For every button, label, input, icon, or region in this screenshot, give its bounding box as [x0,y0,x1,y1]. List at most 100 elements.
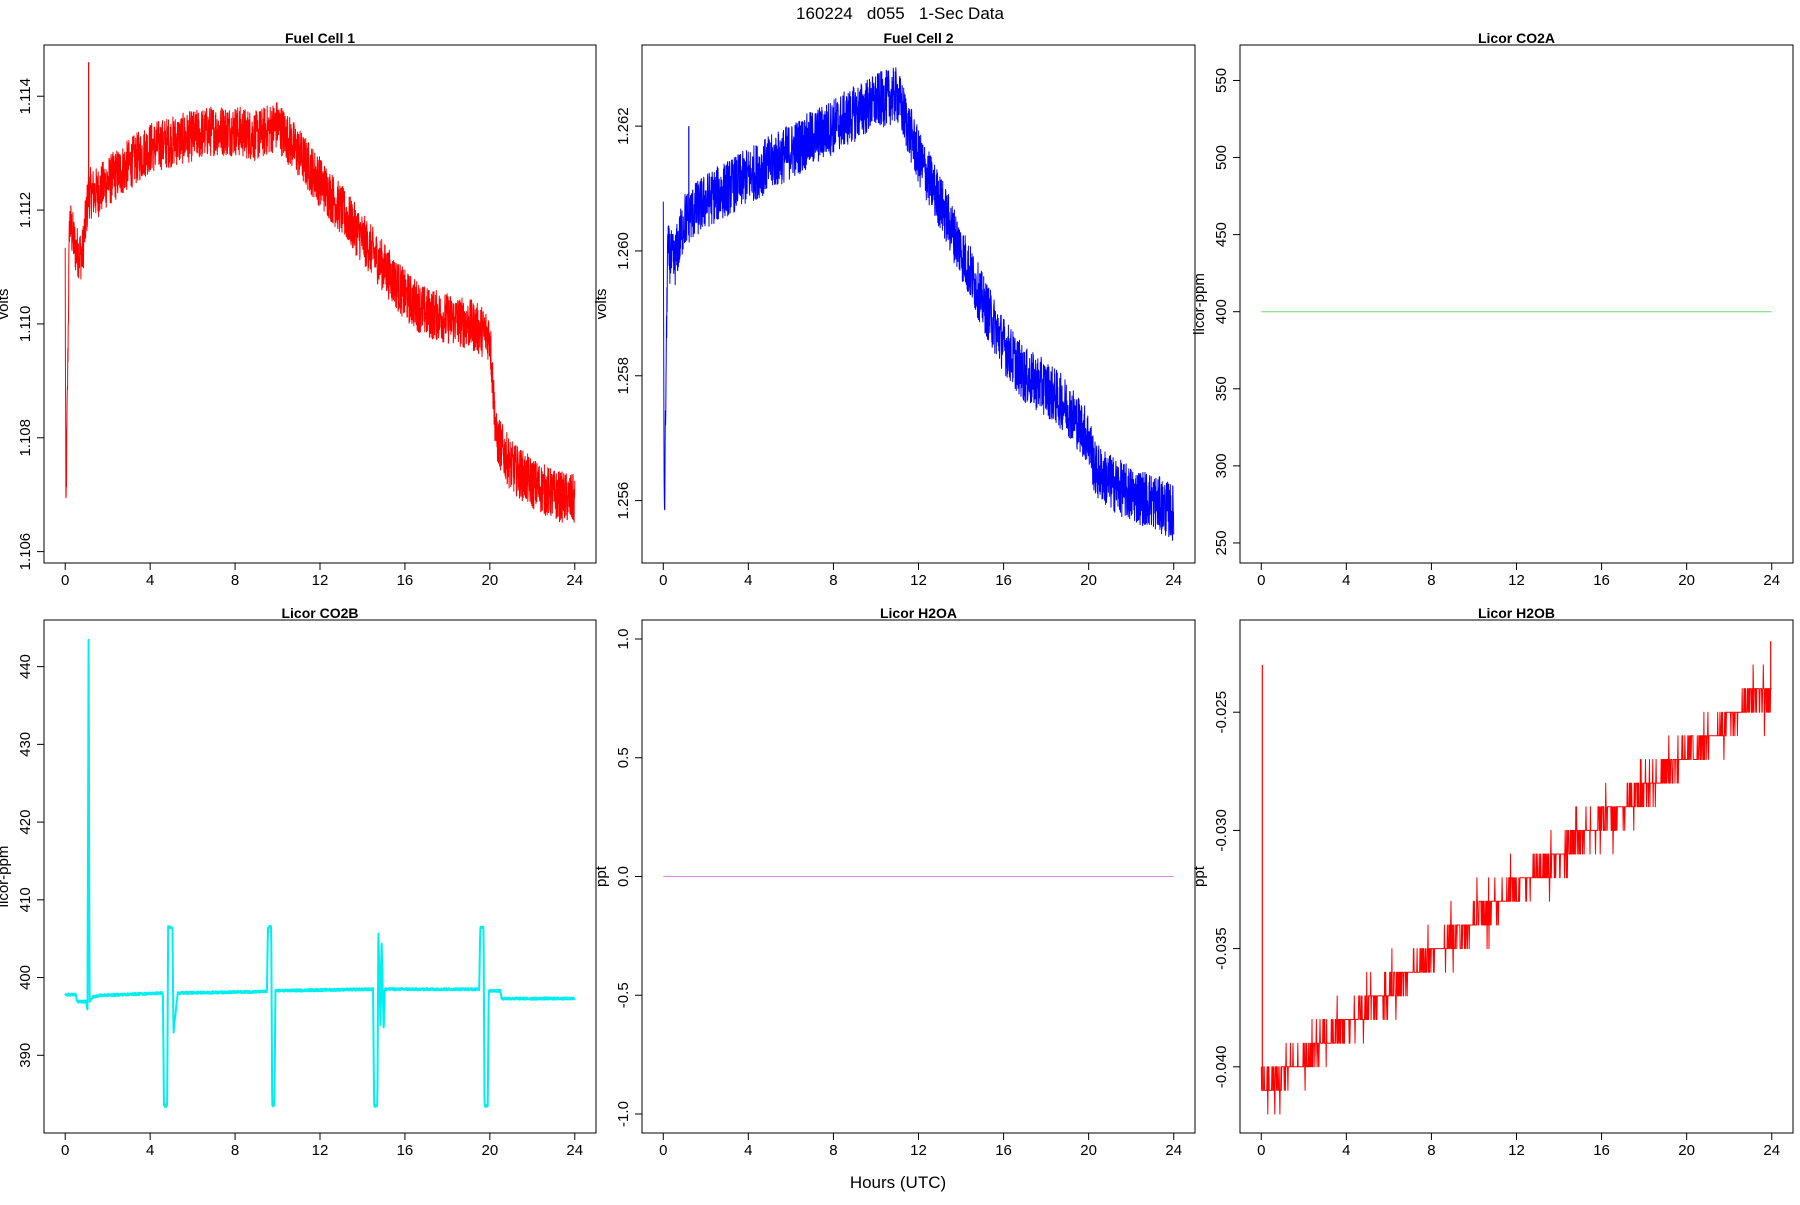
x-tick-label: 0 [659,1142,667,1159]
x-tick-label: 16 [995,1142,1012,1159]
x-tick-label: 20 [1080,572,1097,589]
y-tick-label: 1.256 [615,482,632,520]
y-tick-label: 420 [17,810,34,835]
x-tick-label: 16 [1593,572,1610,589]
y-axis-label: licor-ppm [1191,273,1208,335]
x-tick-label: 24 [566,1142,583,1159]
series-line-h2ob [1260,664,1772,1115]
y-tick-label: 390 [17,1043,34,1068]
y-tick-label: 410 [17,887,34,912]
y-tick-label: 400 [17,965,34,990]
y-tick-label: 500 [1213,145,1230,170]
x-tick-label: 24 [1165,572,1182,589]
x-tick-label: 24 [566,572,583,589]
y-tick-label: 400 [1213,299,1230,324]
panel-title: Licor CO2B [281,605,358,621]
x-tick-label: 4 [744,1142,752,1159]
y-tick-label: 1.106 [17,533,34,571]
x-tick-label: 8 [1427,572,1435,589]
x-tick-label: 20 [1080,1142,1097,1159]
plot-frame [1239,44,1794,564]
y-tick-label: -1.0 [615,1101,632,1127]
panel-title: Fuel Cell 2 [883,30,953,46]
x-tick-label: 24 [1763,572,1780,589]
x-tick-label: 20 [1678,572,1695,589]
y-tick-label: 350 [1213,376,1230,401]
panel-fc1: Fuel Cell 1 volts 0 4 8 12 16 20 24 1.106 1.108 1.1… [0,30,597,589]
x-tick-label: 20 [482,1142,499,1159]
plot-frame [43,619,597,1134]
y-tick-label: 430 [17,732,34,757]
y-tick-label: 1.108 [17,419,34,457]
x-tick-label: 16 [995,572,1012,589]
figure-xlabel: Hours (UTC) [850,1173,946,1192]
y-tick-label: 1.112 [17,192,34,228]
x-tick-label: 0 [659,572,667,589]
panel-h2oa: Licor H2OA ppt 0 4 8 12 16 20 24 -1.0 -0.5 0.0 0.5 1.… [593,605,1196,1159]
x-tick-label: 4 [744,572,752,589]
x-tick-label: 8 [829,572,837,589]
y-tick-label: -0.025 [1213,691,1230,734]
y-axis-label: volts [593,289,610,320]
y-tick-label: 1.262 [615,107,632,145]
plot-frame [43,44,597,564]
panel-fc2: Fuel Cell 2 volts 0 4 8 12 16 20 24 1.256 1.258 1.2… [593,30,1196,589]
x-tick-label: 16 [1593,1142,1610,1159]
x-tick-label: 8 [231,1142,239,1159]
panel-title: Licor H2OA [880,605,957,621]
x-tick-label: 4 [1342,572,1350,589]
y-tick-label: 550 [1213,68,1230,93]
series-line-fc2 [662,67,1175,541]
x-tick-label: 12 [910,1142,927,1159]
x-tick-label: 12 [910,572,927,589]
panel-title: Licor H2OB [1478,605,1555,621]
plot-frame [1239,619,1794,1134]
x-tick-label: 0 [1257,572,1265,589]
x-tick-label: 8 [231,572,239,589]
x-tick-label: 24 [1763,1142,1780,1159]
y-tick-label: 440 [17,654,34,679]
x-tick-label: 16 [397,572,414,589]
y-tick-label: 1.114 [17,78,34,114]
series-line-fc1 [64,101,576,523]
x-tick-label: 16 [397,1142,414,1159]
x-tick-label: 4 [146,572,154,589]
x-tick-label: 0 [61,1142,69,1159]
y-tick-label: -0.035 [1213,927,1230,970]
series-line-co2b [64,638,576,1108]
y-tick-label: 300 [1213,453,1230,478]
y-tick-label: -0.030 [1213,809,1230,852]
x-tick-label: 20 [1678,1142,1695,1159]
panel-title: Fuel Cell 1 [285,30,355,46]
x-tick-label: 12 [1508,1142,1525,1159]
y-tick-label: -0.5 [615,982,632,1008]
y-axis-label: ppt [593,865,610,887]
x-tick-label: 0 [61,572,69,589]
figure-suptitle: 160224 d055 1-Sec Data [796,4,1004,23]
x-tick-label: 0 [1257,1142,1265,1159]
x-tick-label: 20 [482,572,499,589]
panel-co2b: Licor CO2B licor-ppm 0 4 8 12 16 20 24 390 400 410 4… [0,605,597,1159]
y-tick-label: 0.5 [615,747,632,768]
x-tick-label: 12 [312,572,329,589]
y-tick-label: 0.0 [615,866,632,887]
y-tick-label: 1.258 [615,357,632,395]
x-tick-label: 12 [1508,572,1525,589]
y-tick-label: 1.260 [615,232,632,270]
y-tick-label: -0.040 [1213,1046,1230,1089]
y-tick-label: 450 [1213,222,1230,247]
x-tick-label: 12 [312,1142,329,1159]
panel-co2a: Licor CO2A licor-ppm 0 4 8 12 16 20 24 250 300 350 4… [1191,30,1794,589]
y-tick-label: 1.110 [17,306,34,342]
y-tick-label: 250 [1213,530,1230,555]
y-axis-label: ppt [1191,865,1208,887]
y-tick-label: 1.0 [615,629,632,650]
panel-title: Licor CO2A [1478,30,1555,46]
y-axis-label: licor-ppm [0,846,12,908]
x-tick-label: 4 [146,1142,154,1159]
x-tick-label: 4 [1342,1142,1350,1159]
x-tick-label: 8 [1427,1142,1435,1159]
x-tick-label: 8 [829,1142,837,1159]
